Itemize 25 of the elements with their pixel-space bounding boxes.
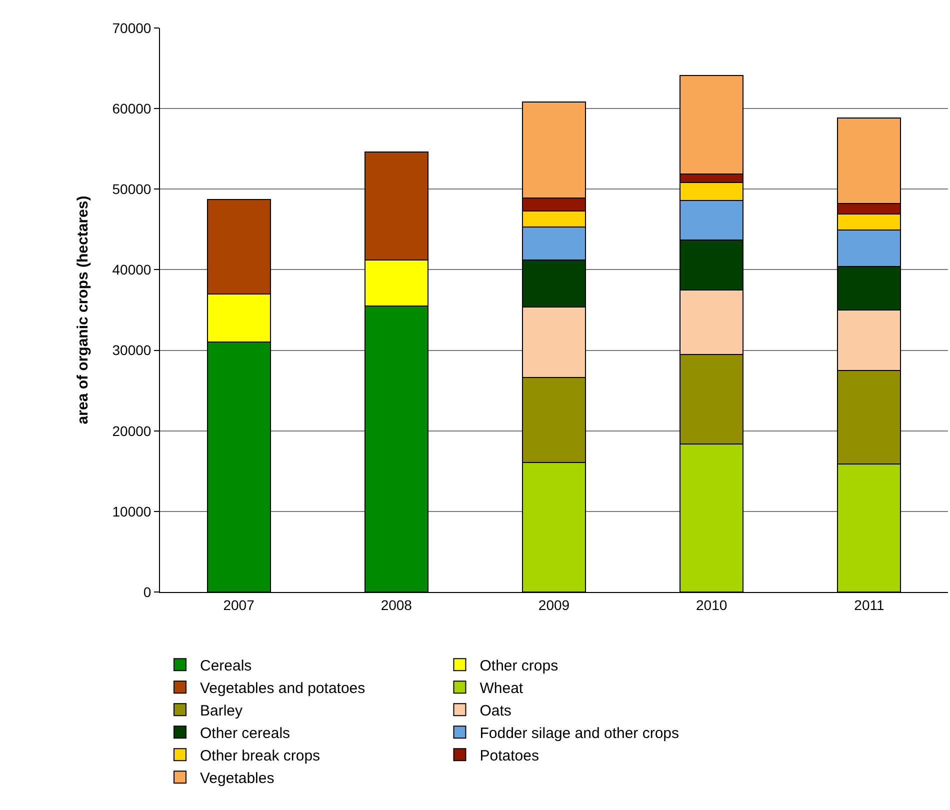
legend-label: Other crops xyxy=(480,658,558,674)
y-tick-label: 20000 xyxy=(112,422,152,439)
y-tick-label: 10000 xyxy=(112,503,152,520)
y-tick-label: 30000 xyxy=(112,342,152,358)
y-tick-label: 0 xyxy=(143,584,152,600)
legend-label: Vegetables and potatoes xyxy=(200,680,366,697)
x-tick-label: 2010 xyxy=(696,596,728,613)
legend-label: Other break crops xyxy=(200,748,320,764)
legend-label: Fodder silage and other crops xyxy=(480,725,680,742)
legend-label: Potatoes xyxy=(480,748,539,764)
y-axis-title: area of organic crops (hectares) xyxy=(74,196,92,424)
legend-label: Cereals xyxy=(200,658,252,674)
y-tick-label: 40000 xyxy=(112,262,152,278)
legend-label: Wheat xyxy=(480,680,524,697)
x-tick-label: 2009 xyxy=(538,596,570,613)
y-tick-label: 60000 xyxy=(112,100,152,116)
legend-label: Vegetables xyxy=(200,770,274,787)
x-tick-label: 2007 xyxy=(223,596,255,613)
legend-label: Barley xyxy=(200,702,244,720)
legend-label: Oats xyxy=(480,702,512,720)
legend-label: Other cereals xyxy=(200,725,290,742)
x-tick-label: 2008 xyxy=(380,596,412,613)
y-tick-label: 70000 xyxy=(112,20,152,36)
y-tick-label: 50000 xyxy=(112,181,152,198)
x-tick-label: 2011 xyxy=(854,596,884,613)
